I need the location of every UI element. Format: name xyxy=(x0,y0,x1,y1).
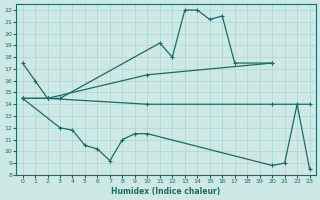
X-axis label: Humidex (Indice chaleur): Humidex (Indice chaleur) xyxy=(111,187,221,196)
